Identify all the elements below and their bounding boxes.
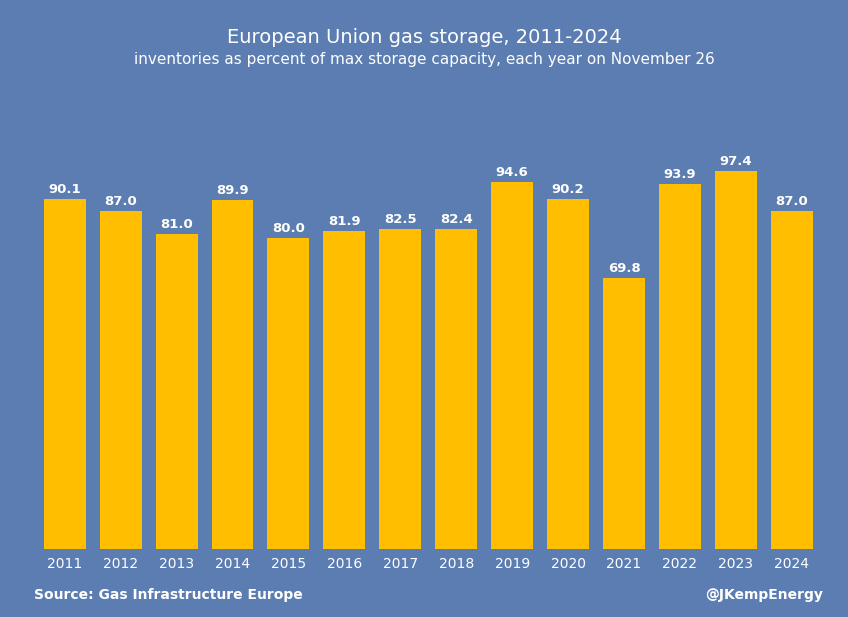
Text: 82.4: 82.4: [440, 213, 472, 226]
Bar: [659, 184, 701, 549]
Bar: [603, 278, 645, 549]
Bar: [155, 234, 198, 549]
Bar: [379, 229, 421, 549]
Text: @JKempEnergy: @JKempEnergy: [705, 587, 823, 602]
Text: 82.5: 82.5: [384, 212, 416, 226]
Bar: [211, 200, 254, 549]
Bar: [100, 211, 142, 549]
Bar: [547, 199, 589, 549]
Text: 81.9: 81.9: [328, 215, 360, 228]
Text: 81.0: 81.0: [160, 218, 193, 231]
Text: 69.8: 69.8: [608, 262, 640, 275]
Text: 90.1: 90.1: [48, 183, 81, 196]
Text: 94.6: 94.6: [496, 165, 528, 178]
Bar: [44, 199, 86, 549]
Text: 87.0: 87.0: [775, 195, 808, 208]
Text: 90.2: 90.2: [552, 183, 584, 196]
Bar: [491, 181, 533, 549]
Text: 80.0: 80.0: [272, 222, 304, 235]
Bar: [435, 229, 477, 549]
Bar: [715, 171, 756, 549]
Text: 87.0: 87.0: [104, 195, 137, 208]
Text: 89.9: 89.9: [216, 184, 248, 197]
Text: European Union gas storage, 2011-2024: European Union gas storage, 2011-2024: [226, 28, 622, 47]
Bar: [323, 231, 365, 549]
Bar: [267, 238, 310, 549]
Text: 93.9: 93.9: [664, 168, 696, 181]
Text: Source: Gas Infrastructure Europe: Source: Gas Infrastructure Europe: [34, 587, 303, 602]
Text: 97.4: 97.4: [720, 155, 752, 168]
Bar: [771, 211, 812, 549]
Text: inventories as percent of max storage capacity, each year on November 26: inventories as percent of max storage ca…: [134, 52, 714, 67]
